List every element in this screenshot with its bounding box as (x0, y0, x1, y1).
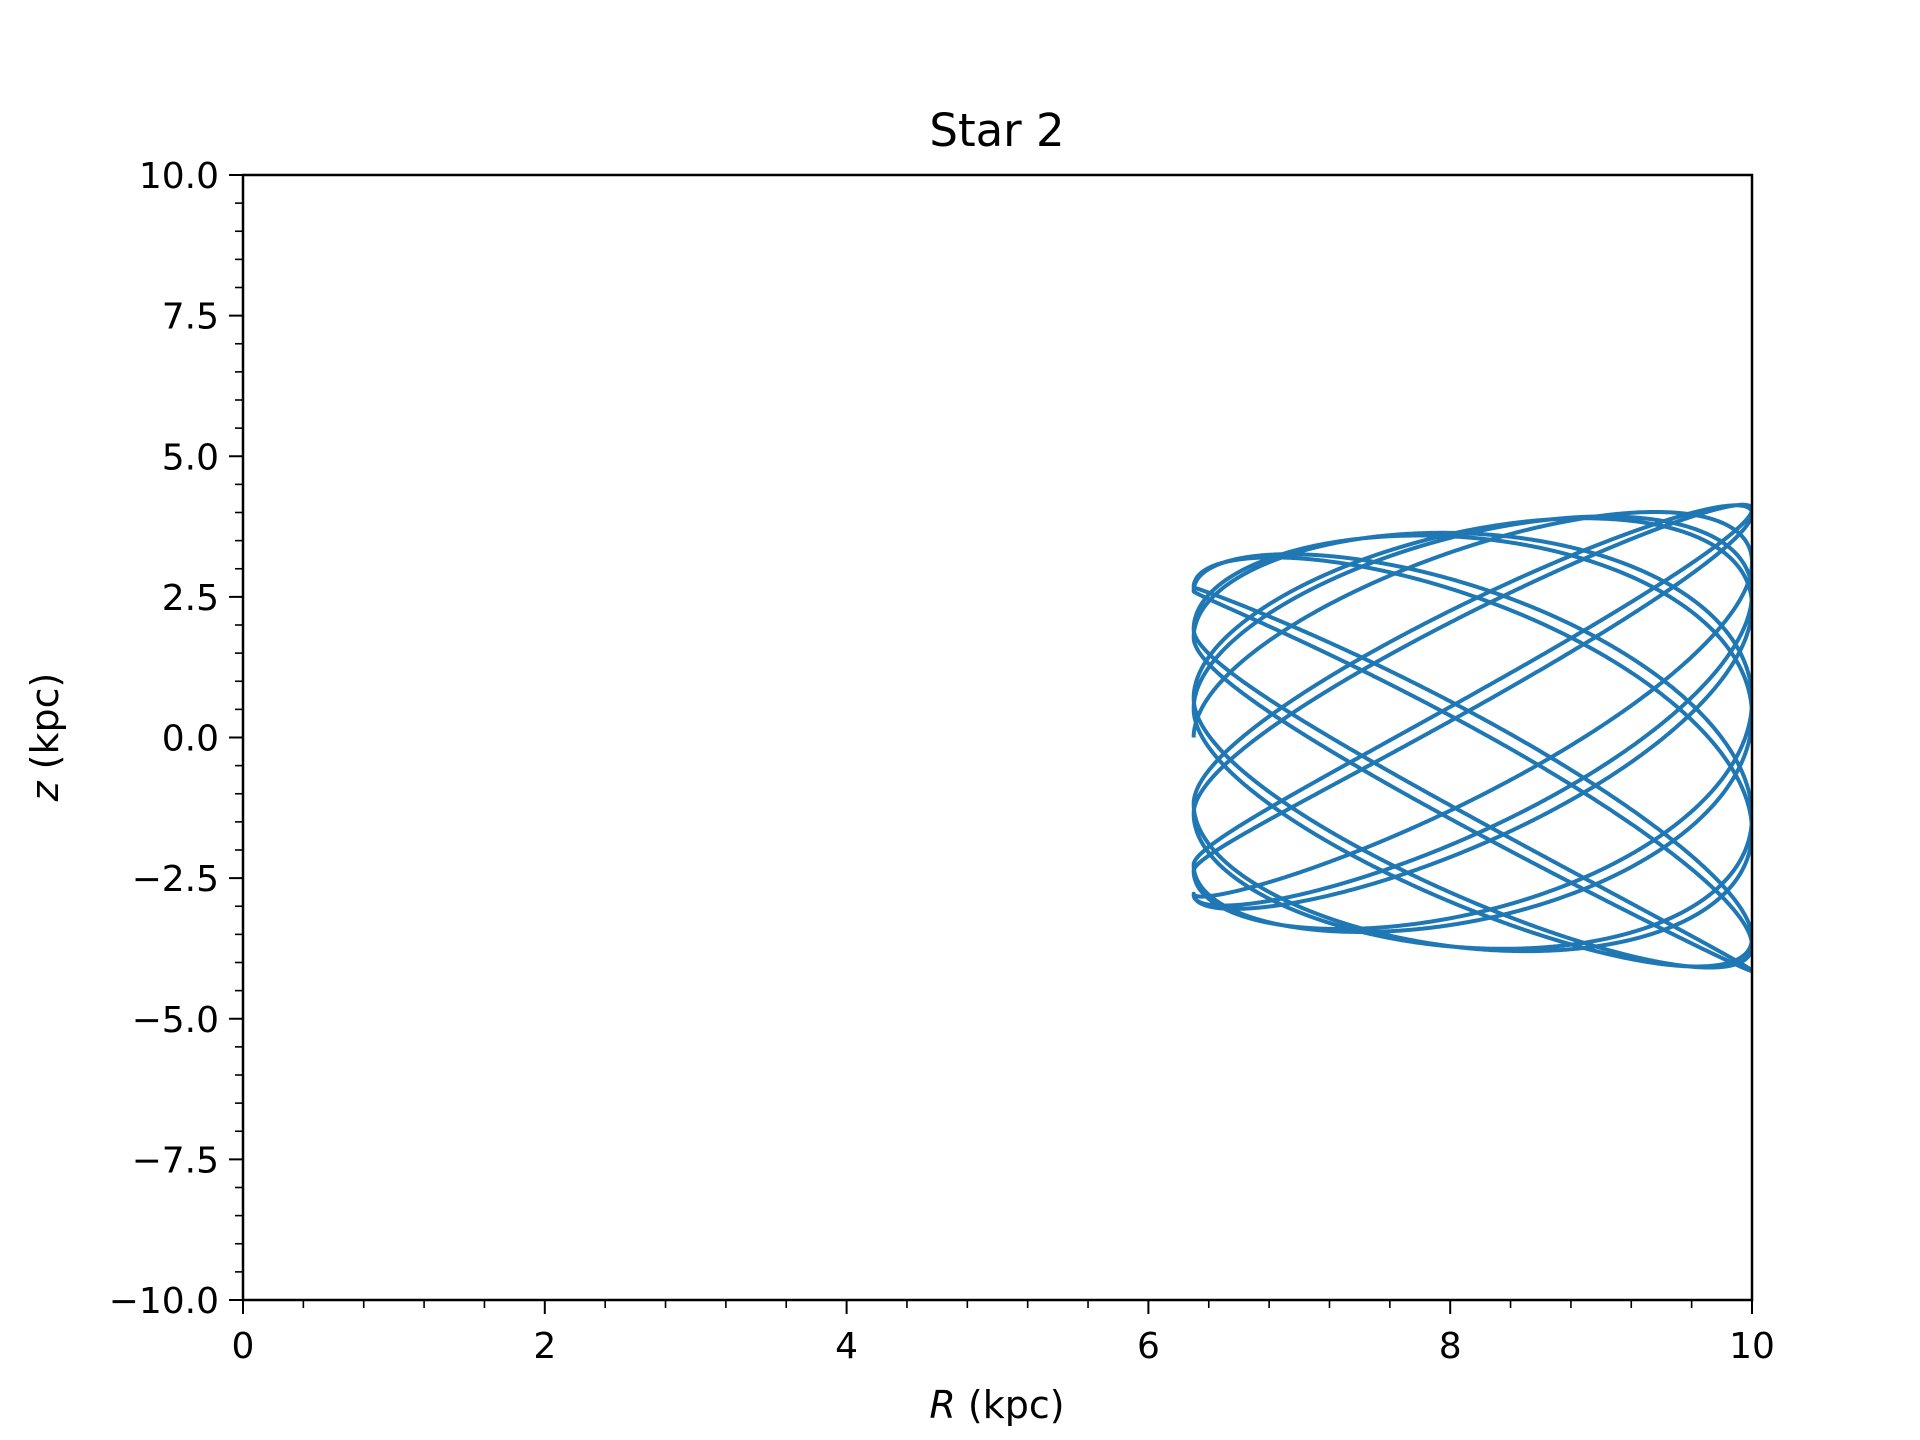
y-tick-label: 5.0 (162, 437, 219, 478)
y-axis-label: z (kpc) (23, 673, 67, 803)
orbit-line (1191, 502, 1752, 973)
x-tick-label: 8 (1439, 1326, 1462, 1367)
x-tick-label: 4 (835, 1326, 858, 1367)
y-tick-label: 0.0 (162, 719, 219, 760)
x-tick-label: 10 (1729, 1326, 1775, 1367)
y-tick-label: 2.5 (162, 578, 219, 619)
plot-background (243, 175, 1752, 1300)
y-tick-label: −2.5 (132, 859, 219, 900)
y-axis-unit: (kpc) (23, 673, 67, 782)
y-axis-ticks: −10.0 −7.5 −5.0 −2.5 0.0 2.5 5.0 7.5 10.0 (109, 156, 243, 1322)
x-tick-label: 0 (232, 1326, 255, 1367)
x-axis-label: R (kpc) (929, 1383, 1064, 1427)
orbit-layer (1191, 502, 1752, 973)
x-tick-label: 2 (533, 1326, 556, 1367)
x-tick-label: 6 (1137, 1326, 1160, 1367)
y-tick-label: −5.0 (132, 1000, 219, 1041)
chart-title: Star 2 (929, 104, 1064, 157)
y-axis-symbol: z (23, 780, 67, 802)
y-tick-label: 10.0 (139, 156, 219, 197)
x-axis-unit: (kpc) (956, 1383, 1065, 1427)
y-tick-label: −7.5 (132, 1140, 219, 1181)
x-axis-ticks: 0 2 4 6 8 10 (232, 1300, 1775, 1367)
y-tick-label: 7.5 (162, 297, 219, 338)
y-tick-label: −10.0 (109, 1281, 219, 1322)
x-axis-symbol: R (929, 1383, 955, 1427)
